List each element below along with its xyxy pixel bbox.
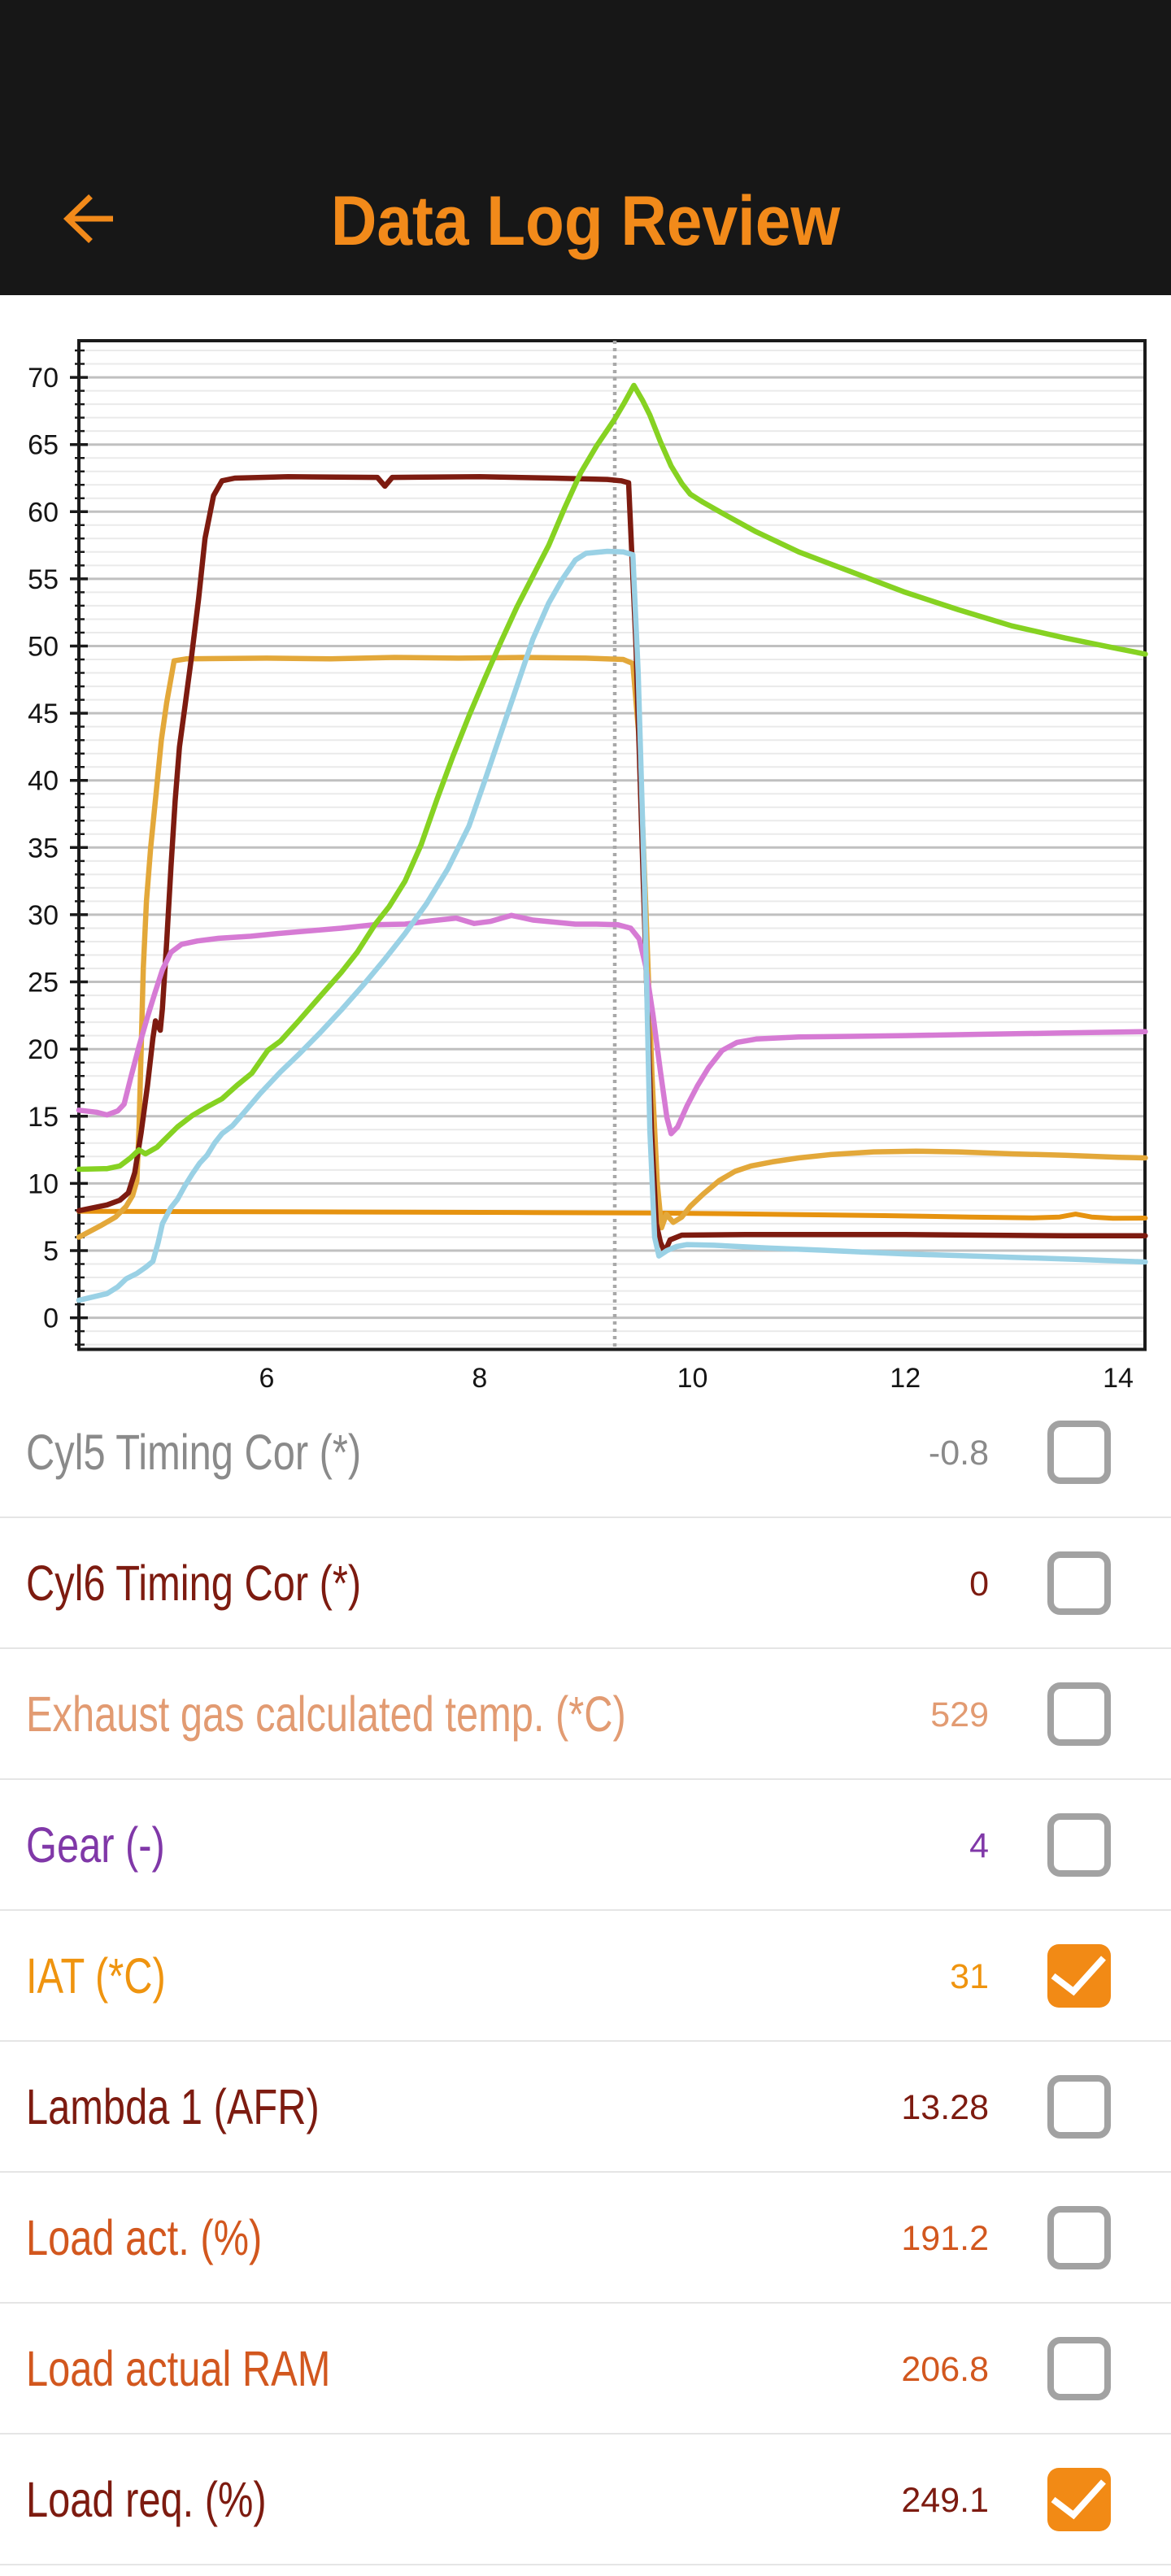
svg-text:25: 25 (28, 968, 59, 999)
svg-text:35: 35 (28, 833, 59, 864)
svg-text:5: 5 (43, 1236, 59, 1267)
svg-text:30: 30 (28, 900, 59, 931)
svg-text:15: 15 (28, 1102, 59, 1133)
svg-text:65: 65 (28, 430, 59, 461)
svg-text:10: 10 (677, 1363, 708, 1394)
svg-text:12: 12 (890, 1363, 921, 1394)
svg-text:0: 0 (43, 1303, 59, 1334)
svg-text:14: 14 (1103, 1363, 1134, 1394)
svg-text:70: 70 (28, 363, 59, 394)
svg-text:40: 40 (28, 766, 59, 797)
svg-text:55: 55 (28, 564, 59, 595)
svg-text:8: 8 (472, 1363, 487, 1394)
svg-text:50: 50 (28, 632, 59, 663)
svg-text:20: 20 (28, 1034, 59, 1065)
svg-text:10: 10 (28, 1168, 59, 1199)
svg-text:45: 45 (28, 698, 59, 729)
svg-text:6: 6 (259, 1363, 275, 1394)
svg-text:60: 60 (28, 497, 59, 528)
